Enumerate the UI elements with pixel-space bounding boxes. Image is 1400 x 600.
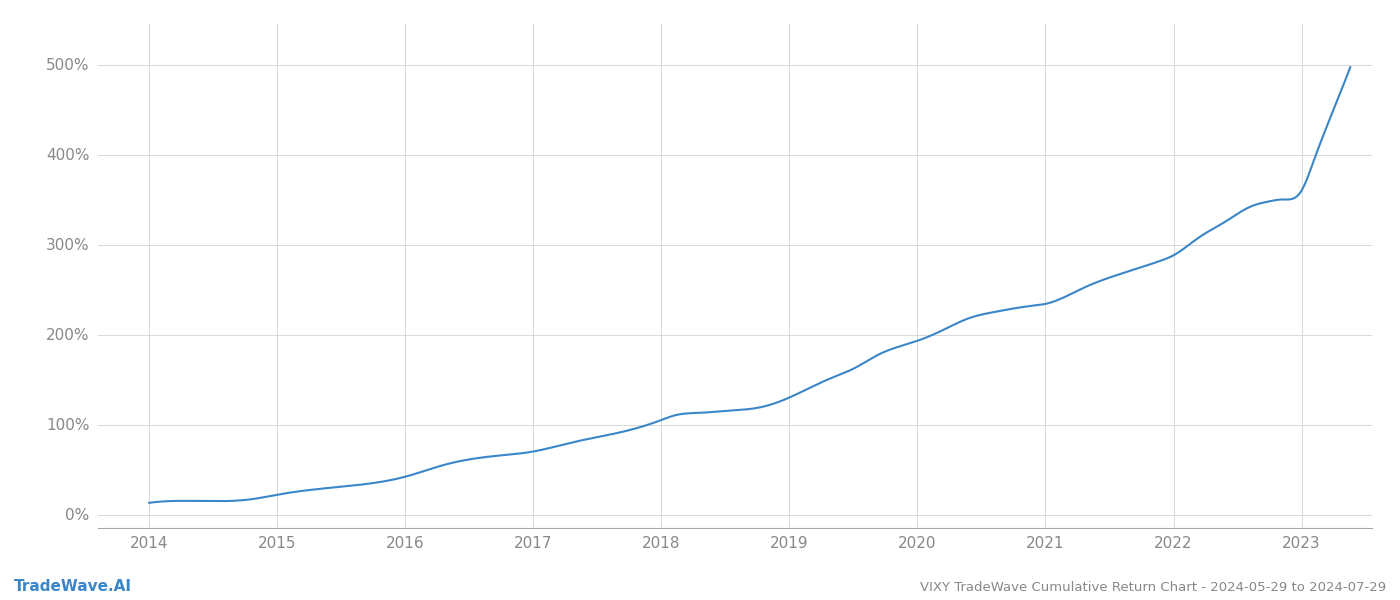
Text: VIXY TradeWave Cumulative Return Chart - 2024-05-29 to 2024-07-29: VIXY TradeWave Cumulative Return Chart -… bbox=[920, 581, 1386, 594]
Text: TradeWave.AI: TradeWave.AI bbox=[14, 579, 132, 594]
